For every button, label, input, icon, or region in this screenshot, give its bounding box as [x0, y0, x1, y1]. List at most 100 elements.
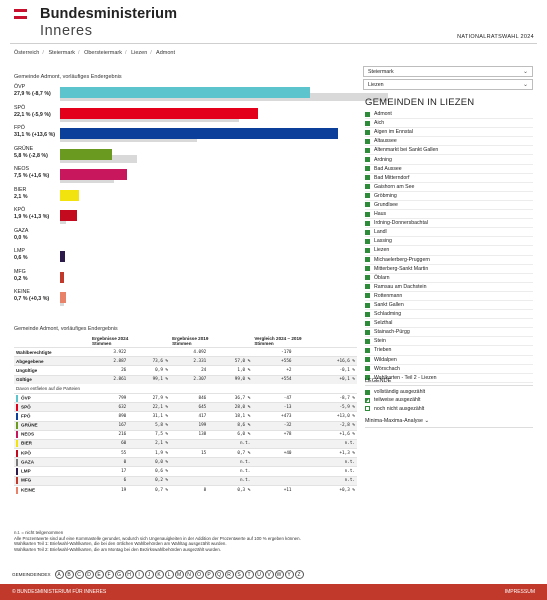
index-letter-j[interactable]: J: [144, 570, 154, 579]
votes-2019: 8: [170, 484, 209, 495]
bar-2024-8[interactable]: [60, 251, 66, 262]
votes-2019: [170, 457, 209, 467]
gemeinde-item[interactable]: Bad Mitterndorf: [365, 174, 533, 183]
row-label-value: NEOS: [21, 432, 35, 437]
index-letter-e[interactable]: E: [94, 570, 104, 579]
state-select[interactable]: Steiermark ⌄: [363, 66, 533, 77]
gemeinde-item[interactable]: Landl: [365, 228, 533, 238]
index-letter-h[interactable]: H: [124, 570, 134, 579]
legend-item-partial: teilweise ausgezählt: [365, 396, 533, 404]
bar-2024-3[interactable]: [60, 148, 112, 160]
district-select[interactable]: Liezen ⌄: [363, 79, 533, 90]
gemeinde-item[interactable]: Haus: [365, 210, 533, 220]
index-letter-q[interactable]: Q: [214, 570, 224, 579]
gemeinde-item[interactable]: Mitterberg-Sankt Martin: [365, 265, 533, 274]
votes-2019: [170, 438, 209, 449]
gemeinde-item[interactable]: Gröbming: [365, 192, 533, 201]
index-letter-u[interactable]: U: [254, 570, 264, 579]
gemeinde-item[interactable]: Sankt Gallen: [365, 301, 533, 311]
gemeinde-item[interactable]: Trieben: [365, 346, 533, 356]
index-letter-f[interactable]: F: [104, 570, 114, 579]
index-letter-a[interactable]: A: [54, 570, 64, 579]
breadcrumb-item[interactable]: Österreich: [14, 50, 40, 56]
gemeinde-item[interactable]: Schladming: [365, 310, 533, 320]
index-letter-d[interactable]: D: [84, 570, 94, 579]
bar-2024-0[interactable]: [60, 87, 310, 98]
diff-pct-value: +16,6 %: [336, 358, 355, 364]
ministry-logo-line2[interactable]: Inneres: [40, 23, 93, 39]
status-complete-icon: [365, 184, 370, 190]
bar-2024-6[interactable]: [60, 210, 77, 221]
diff-votes-value: -170: [281, 349, 292, 355]
gemeinde-item[interactable]: Bad Aussee: [365, 165, 533, 174]
index-letter-p[interactable]: P: [204, 570, 214, 579]
gemeinde-item[interactable]: Stainach-Pürgg: [365, 328, 533, 338]
status-complete-icon: [365, 284, 370, 290]
minmax-analysis-toggle[interactable]: Minima-Maxima-Analyse ⌄: [365, 418, 429, 424]
index-letter-c[interactable]: C: [74, 570, 84, 579]
bar-2024-1[interactable]: [60, 107, 258, 119]
status-complete-icon: [365, 302, 370, 308]
gemeinde-item[interactable]: Altaussee: [365, 137, 533, 147]
pct-2024-value: 7,5 %: [155, 432, 169, 438]
index-letter-o[interactable]: O: [194, 570, 204, 579]
index-letter-y[interactable]: Y: [284, 570, 294, 579]
gemeinde-item[interactable]: Wildalpen: [365, 356, 533, 365]
ministry-logo-line1[interactable]: Bundesministerium: [40, 6, 178, 22]
gemeinde-item[interactable]: Aich: [365, 119, 533, 129]
gemeinde-item[interactable]: Irdning-Donnersbachtal: [365, 219, 533, 229]
index-letter-z[interactable]: Z: [294, 570, 304, 579]
votes-2024: 632: [92, 402, 129, 412]
index-letter-g[interactable]: G: [114, 570, 124, 579]
results-bar-chart: ÖVP 27,9 % (-8,7 %) SPÖ 22,1 % (-5,9 %) FPÖ 3…: [14, 84, 389, 314]
breadcrumb-item[interactable]: Steiermark: [48, 50, 76, 56]
legend-item-pending: noch nicht ausgezählt: [365, 405, 533, 413]
gemeinde-item[interactable]: Liezen: [365, 246, 533, 256]
gemeinde-item[interactable]: Gaishorn am See: [365, 183, 533, 192]
index-letter-w[interactable]: W: [274, 570, 284, 579]
bar-2024-5[interactable]: [60, 189, 79, 201]
bar-2024-10[interactable]: [60, 292, 67, 303]
index-letter-v[interactable]: V: [264, 570, 274, 579]
gemeinde-item[interactable]: Grundlsee: [365, 201, 533, 211]
gemeinde-item[interactable]: Rottenmann: [365, 292, 533, 301]
index-letter-i[interactable]: I: [134, 570, 144, 579]
index-letter-r[interactable]: R: [224, 570, 234, 579]
table-row: BIER 60 2,1 % n.t. n.t.: [14, 438, 357, 449]
index-letter-s[interactable]: S: [234, 570, 244, 579]
index-letter-k[interactable]: K: [154, 570, 164, 579]
index-letter-b[interactable]: B: [64, 570, 74, 579]
gemeinde-item[interactable]: Lassing: [365, 237, 533, 247]
index-letter-n[interactable]: N: [184, 570, 194, 579]
party-color-marker: [16, 440, 18, 448]
pct-2024-value: 5,8 %: [155, 423, 169, 429]
gemeinde-item[interactable]: Wahlkarten - Teil 2 - Liezen: [365, 374, 533, 383]
votes-2024-value: 2.887: [113, 358, 127, 364]
gemeinde-item[interactable]: Selzthal: [365, 319, 533, 329]
index-letter-t[interactable]: T: [244, 570, 254, 579]
gemeinde-item[interactable]: Wörschach: [365, 365, 533, 374]
breadcrumb-item[interactable]: Liezen: [131, 50, 148, 56]
index-letter-m[interactable]: M: [174, 570, 184, 579]
bar-2024-2[interactable]: [60, 128, 339, 139]
gemeinde-item[interactable]: Öblarn: [365, 274, 533, 283]
bar-2024-4[interactable]: [60, 169, 128, 180]
gemeinde-item[interactable]: Michaelerberg-Pruggern: [365, 256, 533, 265]
gemeinde-item[interactable]: Aigen im Ennstal: [365, 128, 533, 138]
pct-2024: 2,1 %: [128, 438, 171, 449]
pct-2024: 7,5 %: [128, 429, 171, 440]
gemeinde-item[interactable]: Stein: [365, 337, 533, 347]
diff-votes-value: +11: [283, 487, 292, 493]
gemeinde-item[interactable]: Admont: [365, 110, 533, 120]
gemeinde-item[interactable]: Altenmarkt bei Sankt Gallen: [365, 146, 533, 156]
impressum-link[interactable]: IMPRESSUM: [504, 589, 535, 595]
breadcrumb-item[interactable]: Obersteiermark: [84, 50, 122, 56]
index-letter-l[interactable]: L: [164, 570, 174, 579]
table-row: KPÖ 55 1,9 % 15 0,7 % +40 +1,3 %: [14, 448, 357, 458]
gemeinde-item[interactable]: Ardning: [365, 155, 533, 165]
gemeinde-item[interactable]: Ramsau am Dachstein: [365, 283, 533, 292]
votes-2024-value: 3.922: [113, 349, 127, 355]
votes-2019: 4.092: [170, 346, 209, 357]
bar-2024-9[interactable]: [60, 271, 64, 283]
